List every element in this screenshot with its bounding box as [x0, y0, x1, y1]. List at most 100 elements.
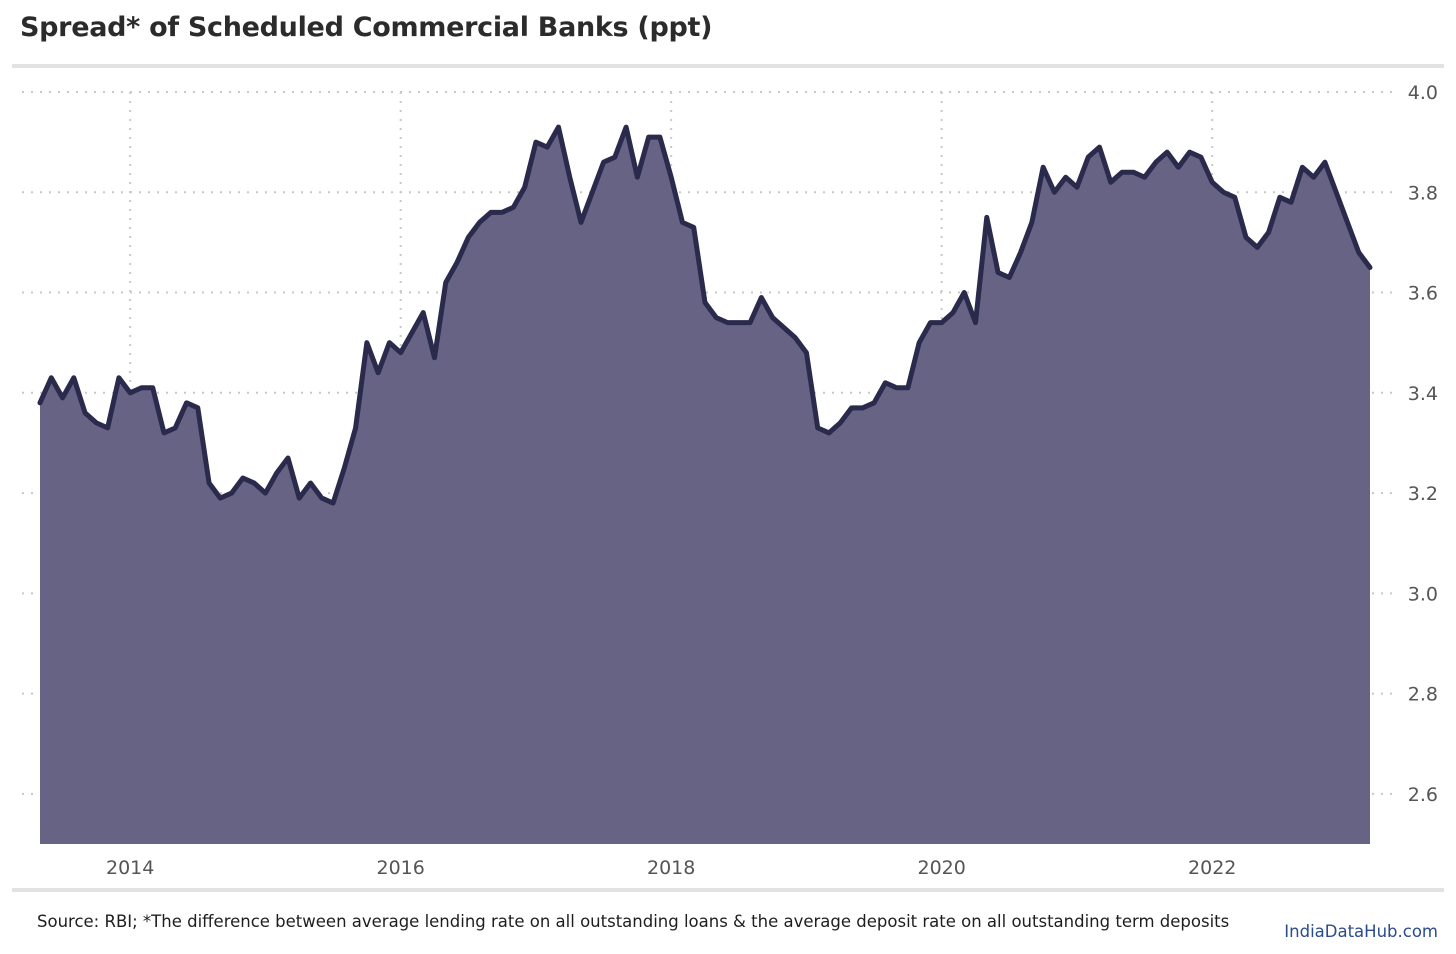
bottom-divider	[12, 888, 1444, 892]
data-point	[240, 476, 245, 481]
x-tick-label: 2020	[918, 857, 966, 879]
data-point	[1311, 175, 1316, 180]
data-point	[49, 375, 54, 380]
data-point	[1368, 265, 1373, 270]
data-point	[116, 375, 121, 380]
data-point	[1063, 175, 1068, 180]
brand-link[interactable]: IndiaDataHub.com	[1284, 922, 1438, 941]
data-point	[229, 491, 234, 496]
data-point	[1120, 170, 1125, 175]
data-point	[1074, 185, 1079, 190]
data-point	[398, 350, 403, 355]
data-point	[1052, 190, 1057, 195]
data-point	[432, 355, 437, 360]
data-point	[533, 140, 538, 145]
data-point	[793, 335, 798, 340]
data-point	[928, 320, 933, 325]
data-point	[1356, 250, 1361, 255]
data-point	[714, 315, 719, 320]
data-point	[1007, 275, 1012, 280]
data-point	[443, 280, 448, 285]
y-tick-label: 3.8	[1408, 182, 1438, 204]
y-tick-label: 2.8	[1408, 684, 1438, 706]
data-point	[770, 315, 775, 320]
data-point	[38, 400, 43, 405]
data-point	[984, 215, 989, 220]
data-point	[815, 425, 820, 430]
data-point	[353, 425, 358, 430]
data-point	[1232, 195, 1237, 200]
data-point	[883, 380, 888, 385]
y-tick-label: 4.0	[1408, 82, 1438, 104]
data-point	[60, 395, 65, 400]
data-point	[331, 501, 336, 506]
data-point	[905, 385, 910, 390]
data-point	[1300, 165, 1305, 170]
data-point	[319, 496, 324, 501]
data-point	[939, 320, 944, 325]
data-point	[680, 220, 685, 225]
data-point	[252, 481, 257, 486]
data-point	[1221, 190, 1226, 195]
data-point	[161, 430, 166, 435]
x-tick-label: 2018	[647, 857, 695, 879]
data-point	[1322, 160, 1327, 165]
data-point	[872, 400, 877, 405]
data-point	[1334, 190, 1339, 195]
data-point	[669, 175, 674, 180]
data-point	[917, 340, 922, 345]
chart-title: Spread* of Scheduled Commercial Banks (p…	[20, 12, 713, 43]
data-point	[996, 270, 1001, 275]
data-point	[1142, 175, 1147, 180]
data-point	[285, 455, 290, 460]
data-point	[748, 320, 753, 325]
data-point	[409, 330, 414, 335]
data-point	[83, 410, 88, 415]
data-point	[1255, 245, 1260, 250]
data-point	[274, 471, 279, 476]
source-note: Source: RBI; *The difference between ave…	[37, 912, 1230, 931]
data-point	[973, 320, 978, 325]
data-point	[1266, 230, 1271, 235]
data-point	[612, 155, 617, 160]
data-point	[1244, 235, 1249, 240]
data-point	[849, 405, 854, 410]
data-point	[1176, 165, 1181, 170]
y-tick-label: 2.6	[1408, 784, 1438, 806]
data-point	[725, 320, 730, 325]
x-tick-label: 2016	[376, 857, 424, 879]
data-point	[128, 390, 133, 395]
data-point	[1018, 250, 1023, 255]
data-point	[364, 340, 369, 345]
data-point	[421, 310, 426, 315]
data-point	[477, 220, 482, 225]
data-point	[703, 300, 708, 305]
data-point	[962, 290, 967, 295]
data-point	[781, 325, 786, 330]
data-point	[195, 405, 200, 410]
data-point	[105, 425, 110, 430]
data-point	[567, 175, 572, 180]
data-point	[263, 491, 268, 496]
data-point	[545, 145, 550, 150]
data-point	[1131, 170, 1136, 175]
data-point	[601, 160, 606, 165]
data-point	[1165, 150, 1170, 155]
data-point	[1289, 200, 1294, 205]
data-point	[635, 175, 640, 180]
data-point	[94, 420, 99, 425]
data-point	[173, 425, 178, 430]
data-point	[488, 210, 493, 215]
data-point	[826, 430, 831, 435]
data-point	[522, 185, 527, 190]
series-line	[37, 124, 1373, 506]
data-point	[511, 205, 516, 210]
data-point	[691, 225, 696, 230]
data-point	[466, 235, 471, 240]
data-point	[736, 320, 741, 325]
data-point	[1029, 220, 1034, 225]
data-point	[860, 405, 865, 410]
data-point	[579, 220, 584, 225]
data-point	[500, 210, 505, 215]
